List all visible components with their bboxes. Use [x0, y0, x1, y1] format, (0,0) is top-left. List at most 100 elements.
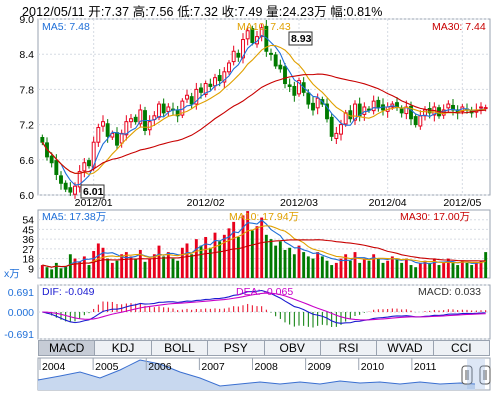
candle-body	[269, 52, 273, 55]
candle-body	[283, 66, 287, 85]
volume-bar	[344, 254, 348, 278]
volume-bar	[45, 267, 49, 278]
volume-bar	[82, 256, 86, 278]
tab-psy[interactable]: PSY	[208, 341, 265, 355]
volume-bar	[134, 258, 138, 278]
candle-body	[329, 116, 334, 137]
navigator-year-label: 2010	[361, 361, 385, 373]
candle-body	[194, 88, 199, 105]
volume-unit-label: x万	[4, 268, 20, 280]
candle-body	[376, 99, 381, 108]
volume-bar	[148, 258, 152, 278]
tab-wvad[interactable]: WVAD	[377, 341, 434, 355]
header-open: 开:7.37	[88, 5, 130, 19]
candle-body	[87, 160, 91, 167]
volume-bar	[241, 215, 245, 278]
candle-body	[129, 118, 133, 123]
candle-body	[96, 127, 101, 143]
volume-bar	[484, 252, 488, 278]
candle-body	[241, 39, 245, 59]
volume-bar	[409, 265, 413, 278]
high-callout-label: 8.93	[291, 33, 312, 45]
volume-legend-ma5: MA5: 17.38万	[42, 211, 106, 223]
volume-bar	[50, 269, 54, 278]
candle-body	[334, 132, 339, 139]
volume-bar	[236, 236, 240, 278]
candle-body	[91, 141, 96, 168]
volume-ma10-line	[42, 225, 486, 268]
stock-header: 2012/05/11 开:7.37 高:7.56 低:7.32 收:7.49 量…	[22, 1, 382, 19]
candle-body	[413, 116, 418, 126]
tab-macd[interactable]: MACD	[39, 341, 96, 355]
candle-body	[110, 132, 115, 138]
volume-bar	[208, 247, 212, 278]
volume-bar	[213, 232, 217, 278]
volume-bar	[138, 249, 142, 278]
tab-boll[interactable]: BOLL	[152, 341, 209, 355]
header-low: 低:7.32	[177, 5, 219, 19]
candle-body	[315, 97, 320, 109]
volume-bar	[110, 262, 114, 278]
price-legend-ma5: MA5: 7.48	[42, 21, 90, 33]
indicator-tabs: MACD KDJ BOLL PSY OBV RSI WVAD CCI	[38, 340, 490, 356]
candle-body	[115, 132, 119, 146]
volume-bar	[311, 258, 315, 278]
volume-bar	[292, 254, 296, 278]
volume-tick-label: 54	[22, 215, 34, 227]
candle-body	[54, 160, 59, 175]
volume-bar	[120, 254, 124, 278]
volume-bar	[460, 260, 464, 278]
price-x-tick-label: 2012/05	[443, 197, 481, 209]
volume-bar	[395, 258, 399, 278]
candle-body	[273, 54, 278, 67]
navigator-selection[interactable]	[467, 359, 485, 389]
header-volume: 量:24.23万	[266, 5, 327, 19]
volume-bar	[278, 241, 282, 278]
candle-body	[119, 132, 124, 144]
volume-bar	[199, 245, 203, 278]
price-ma10-line	[41, 44, 486, 176]
volume-bar	[87, 265, 91, 278]
tab-cci[interactable]: CCI	[450, 341, 472, 355]
volume-bar	[288, 247, 292, 278]
macd-tick-label: 0.000	[8, 307, 34, 319]
candle-body	[236, 52, 241, 58]
volume-bar	[451, 262, 455, 278]
volume-bar	[418, 262, 422, 278]
candle-body	[68, 187, 73, 193]
navigator-left-handle[interactable]	[461, 365, 473, 385]
volume-bar	[302, 252, 306, 278]
macd-tick-label: -0.691	[4, 329, 34, 341]
candle-body	[157, 103, 161, 118]
volume-bar	[176, 260, 180, 278]
volume-bar	[381, 262, 385, 278]
candle-body	[371, 100, 376, 112]
volume-bar	[367, 260, 371, 278]
candle-body	[399, 108, 404, 114]
volume-bar	[166, 252, 170, 278]
volume-bar	[157, 245, 161, 278]
candle-body	[231, 50, 236, 63]
candle-body	[297, 80, 301, 95]
tab-obv[interactable]: OBV	[265, 341, 321, 355]
volume-tick-label: 36	[22, 234, 34, 246]
tab-rsi[interactable]: RSI	[321, 341, 378, 355]
candle-body	[278, 64, 283, 70]
candle-body	[259, 27, 264, 38]
low-callout: 6.01	[80, 184, 105, 199]
candle-body	[222, 71, 227, 83]
candle-body	[77, 171, 82, 188]
volume-bar	[339, 258, 343, 278]
volume-bar	[274, 245, 278, 278]
volume-bar	[171, 258, 175, 278]
tab-kdj[interactable]: KDJ	[95, 341, 152, 355]
volume-bar	[180, 247, 184, 278]
volume-bar	[456, 265, 460, 278]
candle-body	[287, 84, 292, 87]
candle-body	[362, 106, 367, 115]
volume-bar	[218, 241, 222, 278]
navigator-area	[38, 360, 475, 390]
navigator-right-handle[interactable]	[479, 365, 491, 385]
volume-bar	[386, 260, 390, 278]
high-callout: 8.93	[288, 31, 313, 46]
